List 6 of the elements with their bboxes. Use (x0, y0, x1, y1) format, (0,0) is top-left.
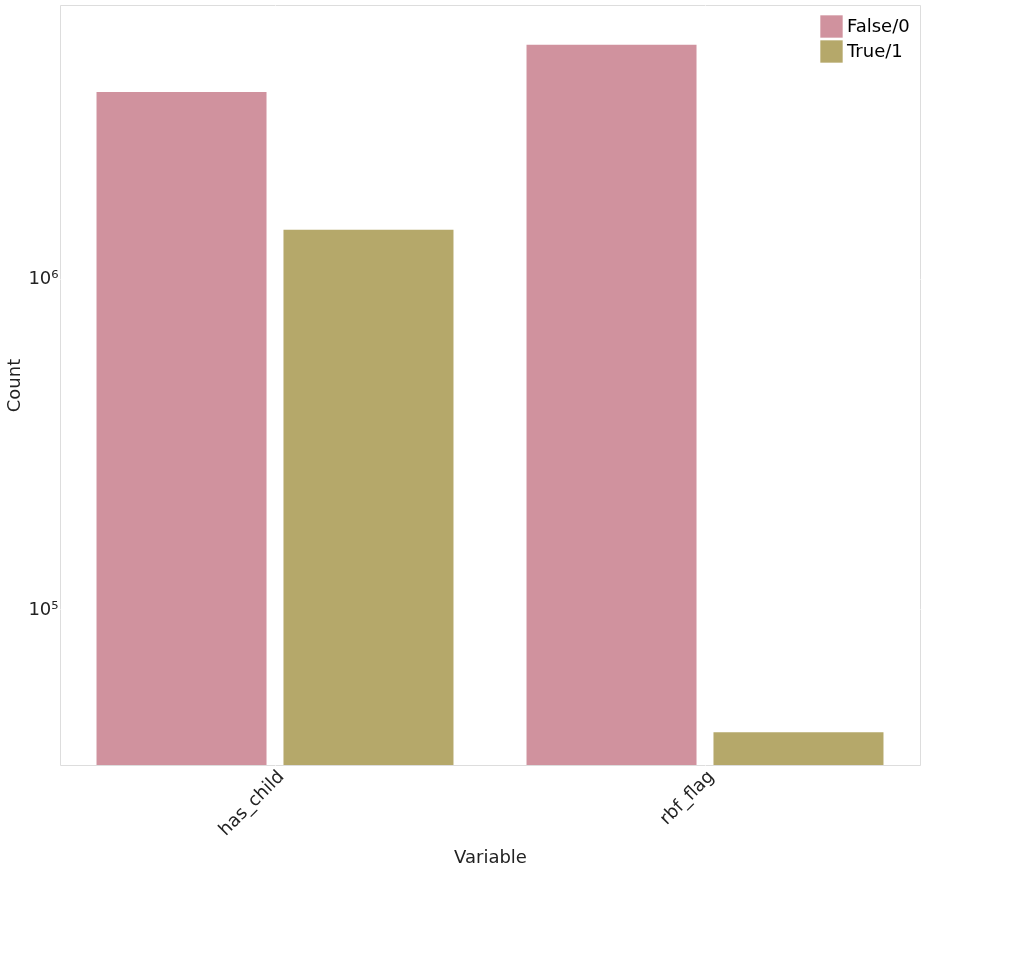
y-tick-label: 10⁵ (28, 597, 59, 619)
y-tick-label: 10⁶ (28, 267, 59, 289)
legend-label: True/1 (846, 39, 903, 61)
legend-label: False/0 (847, 14, 910, 36)
x-axis-title: Variable (454, 846, 527, 868)
y-axis-title: Count (3, 358, 25, 413)
